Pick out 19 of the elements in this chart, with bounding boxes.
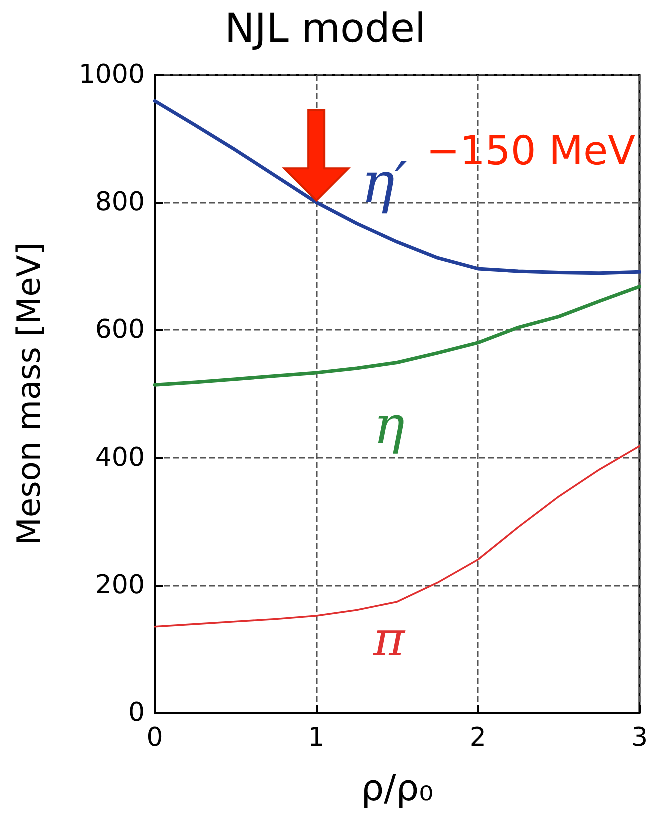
series-label: η′ [361, 150, 408, 216]
x-axis-title: ρ/ρ₀ [361, 768, 434, 810]
y-tick-label: 400 [95, 442, 145, 473]
series-label: π [372, 612, 407, 668]
line-series [153, 99, 642, 276]
x-tick-label: 1 [308, 723, 325, 753]
y-tick-label: 1000 [78, 60, 145, 90]
series-label: η [374, 396, 405, 456]
chart-title: NJL model [224, 6, 426, 52]
y-axis-title: Meson mass [MeV] [10, 242, 48, 546]
x-tick-label: 2 [470, 723, 486, 753]
y-tick-label: 0 [128, 698, 145, 728]
line-series [153, 285, 642, 387]
annotation: −150 MeV [426, 128, 636, 175]
y-tick-label: 200 [95, 570, 145, 600]
x-tick-label: 3 [631, 723, 648, 753]
y-tick-label: 600 [95, 315, 145, 346]
y-tick-label: 800 [95, 188, 145, 218]
x-tick-label: 0 [146, 723, 164, 753]
